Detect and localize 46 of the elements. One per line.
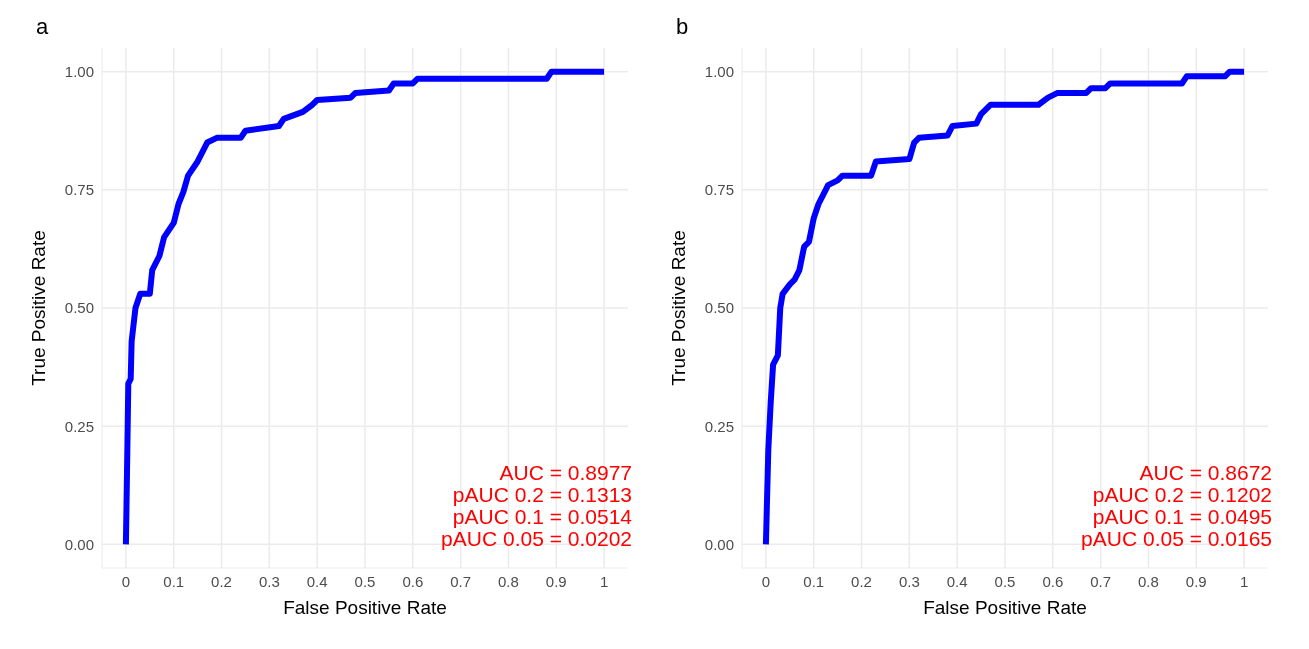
x-tick-label: 0.5 (994, 572, 1016, 590)
chart-title: b (676, 14, 689, 40)
x-tick-label: 0.9 (545, 572, 567, 590)
y-tick-label: 0.75 (704, 181, 734, 199)
x-tick-label: 0.1 (803, 572, 825, 590)
y-tick-label: 0.75 (64, 181, 94, 199)
annotation: pAUC 0.05 = 0.0165 (1081, 527, 1272, 550)
x-tick-label: 0 (121, 572, 131, 590)
chart-title: a (36, 14, 49, 40)
x-tick-label: 0.3 (898, 572, 920, 590)
annotation: pAUC 0.1 = 0.0514 (451, 505, 632, 528)
y-tick-label: 0.25 (704, 417, 734, 435)
x-tick-label: 0.4 (946, 572, 968, 590)
annotation: pAUC 0.2 = 0.1202 (1091, 483, 1272, 506)
x-tick-label: 0 (761, 572, 771, 590)
x-tick-label: 0.7 (1090, 572, 1112, 590)
annotation: AUC = 0.8672 (1138, 461, 1272, 484)
x-tick-label: 0.7 (450, 572, 472, 590)
annotation: pAUC 0.05 = 0.0202 (441, 527, 632, 550)
x-tick-label: 0.8 (1138, 572, 1159, 590)
x-tick-label: 0.5 (354, 572, 376, 590)
x-tick-label: 0.9 (1185, 572, 1207, 590)
x-tick-label: 0.8 (498, 572, 519, 590)
x-tick-label: 0.4 (306, 572, 328, 590)
y-tick-label: 0.00 (704, 535, 734, 553)
annotation: pAUC 0.2 = 0.1313 (451, 483, 632, 506)
x-tick-label: 0.2 (211, 572, 232, 590)
y-tick-label: 0.50 (64, 299, 94, 317)
y-tick-label: 0.00 (64, 535, 94, 553)
x-tick-label: 0.1 (163, 572, 185, 590)
y-tick-label: 0.25 (64, 417, 94, 435)
y-tick-label: 1.00 (64, 62, 94, 80)
x-tick-label: 0.3 (258, 572, 280, 590)
annotation: AUC = 0.8977 (498, 461, 632, 484)
y-tick-label: 0.50 (704, 299, 734, 317)
y-axis-title: True Positive Rate (27, 230, 49, 386)
x-tick-label: 1 (1239, 572, 1249, 590)
y-axis-title: True Positive Rate (667, 230, 689, 386)
annotation: pAUC 0.1 = 0.0495 (1091, 505, 1272, 528)
x-tick-label: 1 (599, 572, 609, 590)
x-axis-title: False Positive Rate (923, 597, 1087, 618)
x-axis-title: False Positive Rate (283, 597, 447, 618)
x-tick-label: 0.6 (402, 572, 424, 590)
y-tick-label: 1.00 (704, 62, 734, 80)
x-tick-label: 0.2 (851, 572, 872, 590)
x-tick-label: 0.6 (1042, 572, 1064, 590)
